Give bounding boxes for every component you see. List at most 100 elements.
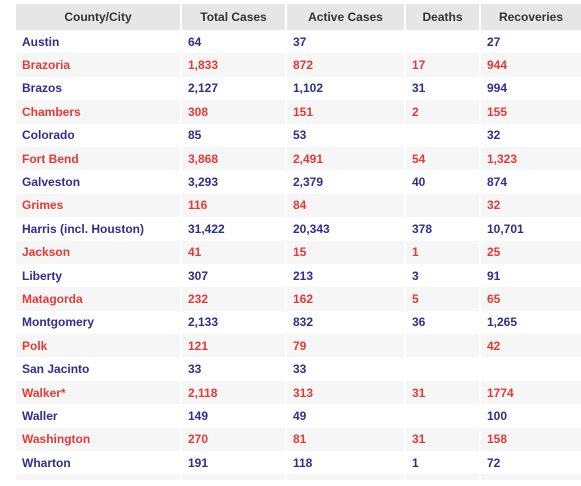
county-cell: Matagorda xyxy=(16,287,180,311)
recoveries-cell: 32 xyxy=(481,123,581,147)
deaths-cell: 36 xyxy=(406,310,479,335)
recoveries-cell: 1774 xyxy=(481,380,581,405)
total-cases-cell: 270 xyxy=(182,427,285,452)
partial-cell xyxy=(481,474,581,481)
county-cell: Harris (incl. Houston) xyxy=(16,217,180,241)
county-cell: Polk xyxy=(16,334,180,358)
active-cases-cell: 2,491 xyxy=(287,146,404,171)
header-deaths[interactable]: Deaths xyxy=(406,4,479,30)
partial-cell xyxy=(16,474,180,481)
recoveries-cell: 72 xyxy=(481,451,581,475)
recoveries-cell: 42 xyxy=(481,334,581,358)
active-cases-cell: 15 xyxy=(287,240,404,264)
total-cases-cell: 33 xyxy=(182,357,285,381)
header-total-cases[interactable]: Total Cases xyxy=(182,4,285,30)
active-cases-cell: 872 xyxy=(287,53,404,77)
total-cases-cell: 3,868 xyxy=(182,146,285,171)
table-row: Austin 64 37 27 xyxy=(16,30,581,54)
county-cell: Washington xyxy=(16,427,180,452)
recoveries-cell: 994 xyxy=(481,76,581,101)
county-cases-table: County/City Total Cases Active Cases Dea… xyxy=(14,4,581,481)
table-row: Jackson 41 15 1 25 xyxy=(16,240,581,264)
table-row: Washington 270 81 31 158 xyxy=(16,427,581,452)
table-row: Polk 121 79 42 xyxy=(16,334,581,358)
deaths-cell xyxy=(406,123,479,147)
county-cell: Chambers xyxy=(16,100,180,124)
county-cell: Austin xyxy=(16,30,180,54)
deaths-cell xyxy=(406,334,479,358)
active-cases-cell: 84 xyxy=(287,193,404,218)
deaths-cell: 2 xyxy=(406,100,479,124)
deaths-cell xyxy=(406,30,479,54)
table-row: Harris (incl. Houston) 31,422 20,343 378 10,… xyxy=(16,217,581,241)
active-cases-cell: 832 xyxy=(287,310,404,335)
partial-cell xyxy=(182,474,285,481)
partial-cell xyxy=(287,474,404,481)
total-cases-cell: 308 xyxy=(182,100,285,124)
table-row: Chambers 308 151 2 155 xyxy=(16,100,581,124)
total-cases-cell: 31,422 xyxy=(182,217,285,241)
recoveries-cell: 10,701 xyxy=(481,217,581,241)
county-cell: Brazoria xyxy=(16,53,180,77)
recoveries-cell: 1,265 xyxy=(481,310,581,335)
recoveries-cell: 65 xyxy=(481,287,581,311)
table-row: Montgomery 2,133 832 36 1,265 xyxy=(16,310,581,335)
total-cases-cell: 2,118 xyxy=(182,380,285,405)
active-cases-cell: 2,379 xyxy=(287,170,404,194)
active-cases-cell: 1,102 xyxy=(287,76,404,101)
deaths-cell: 17 xyxy=(406,53,479,77)
deaths-cell: 5 xyxy=(406,287,479,311)
active-cases-cell: 213 xyxy=(287,263,404,288)
total-cases-cell: 121 xyxy=(182,334,285,358)
county-cell: Brazos xyxy=(16,76,180,101)
deaths-cell xyxy=(406,193,479,218)
active-cases-cell: 33 xyxy=(287,357,404,381)
active-cases-cell: 79 xyxy=(287,334,404,358)
deaths-cell: 54 xyxy=(406,146,479,171)
recoveries-cell: 32 xyxy=(481,193,581,218)
active-cases-cell: 49 xyxy=(287,404,404,428)
active-cases-cell: 162 xyxy=(287,287,404,311)
active-cases-cell: 53 xyxy=(287,123,404,147)
total-cases-cell: 85 xyxy=(182,123,285,147)
county-cell: Jackson xyxy=(16,240,180,264)
total-cases-cell: 149 xyxy=(182,404,285,428)
table-row: Walker* 2,118 313 31 1774 xyxy=(16,380,581,405)
recoveries-cell: 25 xyxy=(481,240,581,264)
header-recoveries[interactable]: Recoveries xyxy=(481,4,581,30)
total-cases-cell: 64 xyxy=(182,30,285,54)
active-cases-cell: 118 xyxy=(287,451,404,475)
partial-cell xyxy=(406,474,479,481)
total-cases-cell: 191 xyxy=(182,451,285,475)
header-county-city[interactable]: County/City xyxy=(16,4,180,30)
deaths-cell: 31 xyxy=(406,427,479,452)
county-cell: Walker* xyxy=(16,380,180,405)
county-cell: Liberty xyxy=(16,263,180,288)
deaths-cell: 1 xyxy=(406,451,479,475)
table-row: San Jacinto 33 33 xyxy=(16,357,581,381)
total-cases-cell: 3,293 xyxy=(182,170,285,194)
active-cases-cell: 37 xyxy=(287,30,404,54)
active-cases-cell: 81 xyxy=(287,427,404,452)
deaths-cell xyxy=(406,404,479,428)
county-cell: Wharton xyxy=(16,451,180,475)
active-cases-cell: 313 xyxy=(287,380,404,405)
recoveries-cell: 91 xyxy=(481,263,581,288)
recoveries-cell: 158 xyxy=(481,427,581,452)
table-row: Brazos 2,127 1,102 31 994 xyxy=(16,76,581,101)
total-cases-cell: 307 xyxy=(182,263,285,288)
deaths-cell xyxy=(406,357,479,381)
table-row: Liberty 307 213 3 91 xyxy=(16,263,581,288)
total-cases-cell: 2,133 xyxy=(182,310,285,335)
county-cell: Grimes xyxy=(16,193,180,218)
deaths-cell: 3 xyxy=(406,263,479,288)
recoveries-cell: 944 xyxy=(481,53,581,77)
table-row-partial xyxy=(16,474,581,481)
header-active-cases[interactable]: Active Cases xyxy=(287,4,404,30)
county-cell: Montgomery xyxy=(16,310,180,335)
table-row: Wharton 191 118 1 72 xyxy=(16,451,581,475)
recoveries-cell xyxy=(481,357,581,381)
deaths-cell: 40 xyxy=(406,170,479,194)
table-body: Austin 64 37 27 Brazoria 1,833 872 17 944 Brazos 2… xyxy=(16,30,581,481)
recoveries-cell: 27 xyxy=(481,30,581,54)
